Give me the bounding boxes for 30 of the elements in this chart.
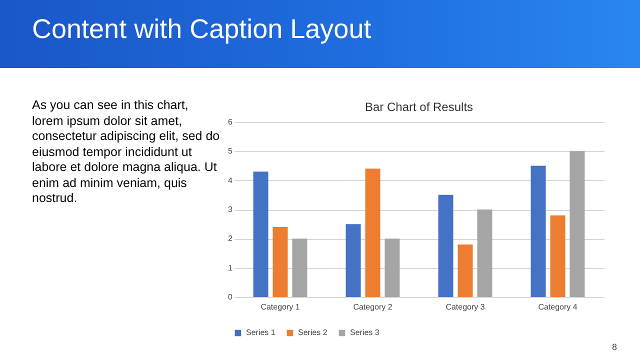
bar [458,244,473,297]
x-tick-label: Category 2 [353,302,393,312]
bar [550,215,566,297]
text: As you can see in this chart, lorem ipsum dolor sit amet, consectetur adipiscing elit, sed do eiusmod tempor incididunt ut labore et dolore magna aliqua. Ut enim ad minim veniam, quis nostrud. [32,98,221,206]
y-tick-label: 3 [228,205,234,214]
x-tick-label: Category 1 [260,302,300,312]
bar [530,166,546,297]
text: 8 [612,342,618,352]
text: Content with Caption Layout [32,14,372,45]
y-tick-label: 2 [228,234,234,244]
bar [477,210,492,297]
bar [384,238,400,297]
bar [253,172,268,297]
bar [365,168,380,297]
bar [346,224,361,297]
y-tick-label: 0 [228,292,234,302]
x-tick-label: Category 4 [538,302,578,312]
bar [272,227,288,297]
y-tick-label: 6 [228,118,234,126]
bar [570,151,585,297]
chart-title: Bar Chart of Results [364,100,474,114]
y-tick-label: 4 [228,176,234,185]
legend-label: Series 3 [350,328,380,337]
legend-label: Series 2 [298,328,328,337]
legend-label: Series 1 [246,328,276,337]
x-tick-label: Category 3 [446,302,486,312]
y-tick-label: 1 [228,263,234,272]
bar [438,194,454,297]
y-tick-label: 5 [228,146,234,156]
bar [292,238,308,297]
